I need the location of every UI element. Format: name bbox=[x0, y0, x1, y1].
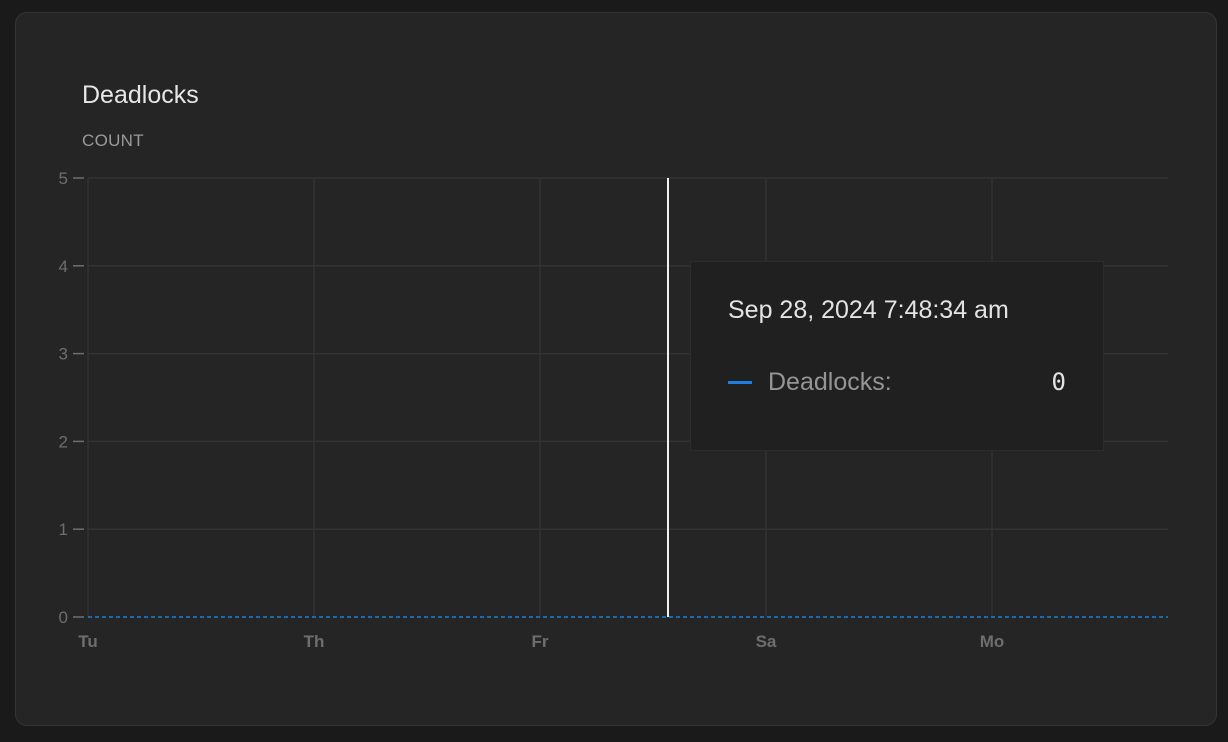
tooltip-series-label: Deadlocks: bbox=[768, 368, 892, 396]
x-tick-label: Sa bbox=[756, 632, 777, 651]
y-tick-label: 5 bbox=[59, 169, 68, 188]
x-tick-label: Fr bbox=[532, 632, 549, 651]
y-tick-label: 1 bbox=[59, 520, 68, 539]
unit-label: COUNT bbox=[82, 131, 144, 150]
panel-title: Deadlocks bbox=[82, 81, 199, 109]
y-tick-label: 4 bbox=[59, 257, 68, 276]
x-tick-label: Th bbox=[304, 632, 325, 651]
y-tick-label: 0 bbox=[59, 608, 68, 627]
y-tick-label: 2 bbox=[59, 432, 68, 451]
x-tick-label: Tu bbox=[78, 632, 98, 651]
tooltip: Sep 28, 2024 7:48:34 am Deadlocks: 0 bbox=[690, 261, 1104, 451]
y-tick-label: 3 bbox=[59, 345, 68, 364]
tooltip-value: 0 bbox=[1051, 368, 1066, 396]
x-tick-label: Mo bbox=[980, 632, 1005, 651]
tooltip-time: Sep 28, 2024 7:48:34 am bbox=[728, 296, 1009, 324]
series-swatch-icon bbox=[728, 381, 752, 384]
